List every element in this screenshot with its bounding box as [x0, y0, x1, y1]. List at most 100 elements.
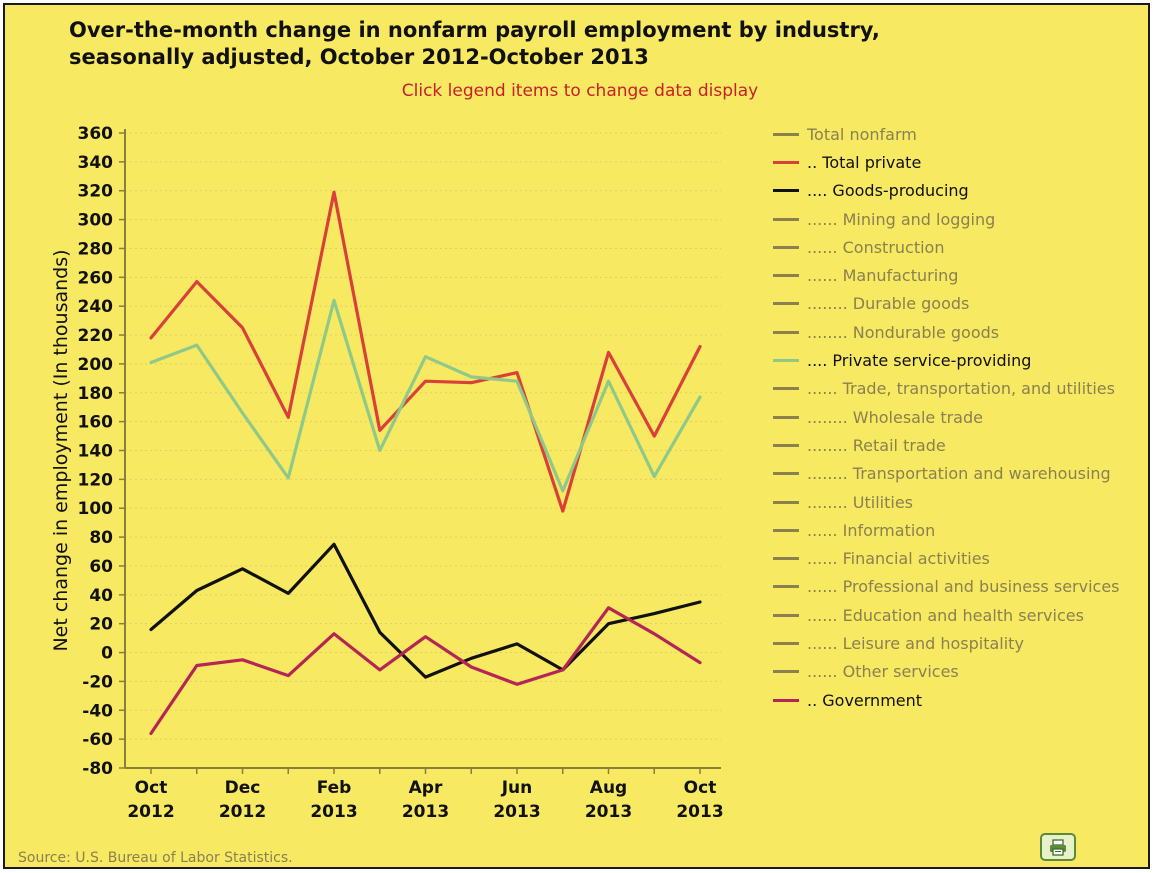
y-tick-label: 200: [78, 355, 114, 375]
y-tick-label: 180: [78, 384, 114, 404]
y-tick-label: 360: [78, 124, 114, 144]
chart-title: Over-the-month change in nonfarm payroll…: [69, 18, 880, 69]
legend-label: .... Private service-providing: [807, 351, 1032, 371]
printer-icon: [1050, 839, 1066, 856]
x-tick-label: Apr: [409, 778, 443, 798]
legend-item[interactable]: .. Total private: [773, 148, 1120, 176]
x-tick-label: 2013: [402, 802, 449, 822]
x-tick-label: Feb: [317, 778, 352, 798]
legend-item[interactable]: ........ Utilities: [773, 488, 1120, 516]
legend-item[interactable]: .. Government: [773, 686, 1120, 714]
series-line-government: [149, 606, 702, 736]
legend-item[interactable]: ...... Information: [773, 516, 1120, 544]
legend-swatch: [773, 670, 799, 674]
legend-label: ...... Mining and logging: [807, 209, 996, 229]
legend-label: Total nonfarm: [807, 124, 917, 144]
legend-item[interactable]: ........ Durable goods: [773, 290, 1120, 318]
legend-hint: Click legend items to change data displa…: [5, 81, 1148, 101]
legend-swatch: [773, 698, 799, 702]
legend-label: ........ Retail trade: [807, 435, 946, 455]
legend-label: ........ Durable goods: [807, 294, 970, 314]
y-tick-label: -20: [82, 672, 113, 692]
y-tick-label: -80: [82, 759, 113, 779]
x-tick-label: Jun: [501, 778, 533, 798]
legend-swatch: [773, 245, 799, 249]
legend-item[interactable]: ...... Education and health services: [773, 601, 1120, 629]
legend-swatch: [773, 472, 799, 476]
source-note: Source: U.S. Bureau of Labor Statistics.: [18, 850, 293, 866]
y-tick-label: 40: [89, 586, 113, 606]
legend-label: ...... Construction: [807, 237, 945, 257]
y-tick-label: 240: [78, 297, 114, 317]
y-tick-label: 20: [89, 615, 113, 635]
legend-swatch: [773, 500, 799, 504]
x-tick-label: Oct: [135, 778, 168, 798]
legend-item[interactable]: ...... Financial activities: [773, 544, 1120, 572]
y-axis-title: Net change in employment (In thousands): [50, 249, 72, 651]
y-tick-label: 260: [78, 268, 114, 288]
series-line-goods-producing: [149, 542, 702, 679]
legend-item[interactable]: ...... Trade, transportation, and utilit…: [773, 375, 1120, 403]
legend-swatch: [773, 415, 799, 419]
y-tick-label: 100: [78, 499, 114, 519]
x-tick-label: Aug: [590, 778, 627, 798]
legend-item[interactable]: ...... Other services: [773, 658, 1120, 686]
legend-label: ...... Education and health services: [807, 605, 1084, 625]
y-tick-label: -40: [82, 701, 113, 721]
legend-label: ...... Trade, transportation, and utilit…: [807, 379, 1115, 399]
legend-swatch: [773, 160, 799, 164]
y-tick-label: 140: [78, 442, 114, 462]
legend-swatch: [773, 641, 799, 645]
y-tick-label: 220: [78, 326, 114, 346]
legend-item[interactable]: ........ Wholesale trade: [773, 403, 1120, 431]
y-tick-label: -60: [82, 730, 113, 750]
legend-item[interactable]: ...... Professional and business service…: [773, 573, 1120, 601]
y-tick-label: 280: [78, 239, 114, 259]
legend-item[interactable]: ...... Mining and logging: [773, 205, 1120, 233]
chart-panel: Over-the-month change in nonfarm payroll…: [3, 3, 1150, 869]
legend-swatch: [773, 217, 799, 221]
legend-swatch: [773, 189, 799, 193]
legend-label: ........ Wholesale trade: [807, 407, 983, 427]
legend-label: ........ Transportation and warehousing: [807, 464, 1111, 484]
y-tick-label: 320: [78, 182, 114, 202]
legend-item[interactable]: ........ Nondurable goods: [773, 318, 1120, 346]
legend-swatch: [773, 330, 799, 334]
legend-item[interactable]: ........ Retail trade: [773, 431, 1120, 459]
chart-legend: Total nonfarm .. Total private .... Goods-…: [773, 120, 1120, 714]
print-button[interactable]: [1040, 833, 1076, 861]
line-chart: -80 -60 -40 -20 0 20 40 60 80 100 120 140 160 180 200 2…: [50, 124, 724, 822]
legend-item[interactable]: .... Goods-producing: [773, 177, 1120, 205]
legend-swatch: [773, 387, 799, 391]
x-tick-label: 2012: [127, 802, 174, 822]
legend-swatch: [773, 359, 799, 363]
legend-label: .. Government: [807, 690, 923, 710]
legend-label: ...... Financial activities: [807, 549, 990, 569]
legend-item[interactable]: ...... Manufacturing: [773, 261, 1120, 289]
legend-label: ...... Manufacturing: [807, 266, 959, 286]
legend-item[interactable]: ........ Transportation and warehousing: [773, 460, 1120, 488]
legend-swatch: [773, 528, 799, 532]
legend-label: ........ Utilities: [807, 492, 913, 512]
series-line-total-private: [149, 190, 702, 513]
legend-label: ...... Other services: [807, 662, 959, 682]
legend-label: ...... Professional and business service…: [807, 577, 1120, 597]
x-tick-label: 2012: [219, 802, 266, 822]
legend-swatch: [773, 302, 799, 306]
legend-label: .. Total private: [807, 152, 922, 172]
legend-item[interactable]: Total nonfarm: [773, 120, 1120, 148]
y-tick-label: 120: [78, 470, 114, 490]
x-tick-label: 2013: [493, 802, 540, 822]
x-tick-label: 2013: [585, 802, 632, 822]
x-tick-label: 2013: [310, 802, 357, 822]
legend-swatch: [773, 585, 799, 589]
y-tick-label: 60: [89, 557, 113, 577]
legend-label: ........ Nondurable goods: [807, 322, 1000, 342]
series-line-private-service-providing: [149, 298, 702, 493]
legend-item[interactable]: ...... Leisure and hospitality: [773, 629, 1120, 657]
y-tick-label: 0: [101, 644, 113, 664]
legend-label: ...... Leisure and hospitality: [807, 633, 1024, 653]
legend-item[interactable]: ...... Construction: [773, 233, 1120, 261]
y-tick-label: 80: [89, 528, 113, 548]
legend-item[interactable]: .... Private service-providing: [773, 346, 1120, 374]
